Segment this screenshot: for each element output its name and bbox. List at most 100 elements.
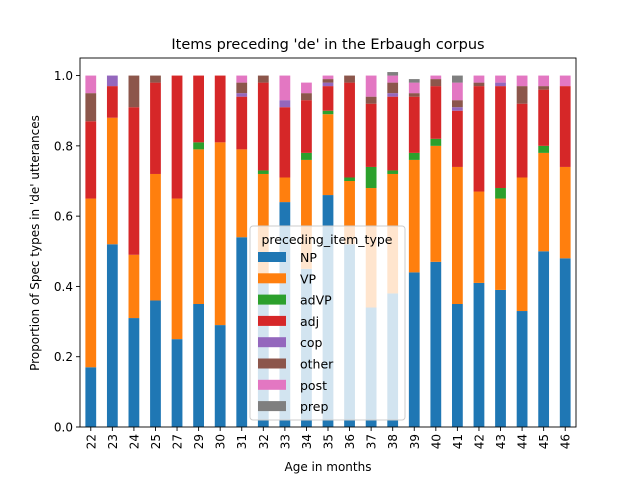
bar-segment-np-43 <box>495 289 506 427</box>
bar-segment-post-31 <box>236 75 248 83</box>
bar-segment-vp-35 <box>322 114 334 196</box>
legend-swatch-post <box>258 379 286 390</box>
bar-segment-cop-33 <box>279 100 291 108</box>
legend-label-post: post <box>300 378 327 393</box>
bar-segment-other-38 <box>387 82 399 94</box>
bar-segment-adj-32 <box>257 82 269 171</box>
bar-segment-other-31 <box>236 82 248 94</box>
y-tick-label: 0.6 <box>54 210 73 224</box>
bar-segment-vp-30 <box>214 142 226 326</box>
bar-segment-vp-25 <box>150 173 161 301</box>
bar-segment-np-39 <box>408 272 420 427</box>
legend-swatch-np <box>258 252 286 262</box>
bar-segment-post-43 <box>495 75 506 83</box>
legend-swatch-advp <box>258 294 286 305</box>
legend-items: NP VP adVP adj cop other post prep <box>258 250 334 414</box>
bar-segment-advp-37 <box>365 166 377 189</box>
bar-segment-np-44 <box>516 311 528 427</box>
bar-segment-post-40 <box>430 75 442 80</box>
x-tick-label: 35 <box>322 434 336 449</box>
bar-segment-vp-34 <box>301 159 312 269</box>
legend-label-vp: VP <box>300 271 317 286</box>
legend-swatch-other <box>258 358 286 369</box>
y-axis: 0.0 0.2 0.4 0.6 0.8 1.0 <box>54 69 80 435</box>
bar-segment-other-44 <box>516 86 528 104</box>
bar-segment-advp-29 <box>193 142 204 150</box>
bar-segment-advp-34 <box>301 152 312 160</box>
legend-label-adj: adj <box>300 314 319 329</box>
chart-title: Items preceding 'de' in the Erbaugh corp… <box>171 37 484 53</box>
bar-segment-vp-31 <box>236 149 248 238</box>
x-tick-label: 23 <box>106 434 120 449</box>
bar-segment-prep-41 <box>452 75 463 83</box>
bar-segment-vp-24 <box>128 254 140 319</box>
bar-segment-adj-24 <box>128 107 140 255</box>
legend-label-other: other <box>300 357 334 372</box>
bar-segment-np-42 <box>473 282 485 427</box>
bar-segment-adj-46 <box>559 86 571 167</box>
x-tick-label: 34 <box>300 434 314 449</box>
bar-segment-other-40 <box>430 79 442 87</box>
x-tick-label: 40 <box>429 434 443 449</box>
bar-segment-other-32 <box>257 75 269 83</box>
bar-segment-post-35 <box>322 75 334 80</box>
bar-segment-np-46 <box>559 258 571 427</box>
bar-segment-vp-36 <box>344 181 355 245</box>
bar-segment-np-29 <box>193 304 204 427</box>
bar-segment-other-37 <box>365 96 377 104</box>
bar-segment-post-46 <box>559 75 571 87</box>
bar-segment-adj-23 <box>106 86 118 118</box>
bar-segment-other-36 <box>344 75 355 83</box>
bar-segment-vp-43 <box>495 198 506 290</box>
legend-swatch-prep <box>258 401 286 412</box>
bar-segment-vp-40 <box>430 145 442 262</box>
bar-segment-vp-42 <box>473 191 485 283</box>
bar-segment-np-40 <box>430 261 442 427</box>
bar-segment-post-41 <box>452 82 463 101</box>
bar-segment-post-34 <box>301 82 312 94</box>
bar-segment-other-41 <box>452 100 463 108</box>
bar-segment-other-45 <box>538 86 550 90</box>
bar-segment-advp-32 <box>257 170 269 174</box>
bar-segment-vp-39 <box>408 159 420 273</box>
bar-segment-cop-31 <box>236 93 248 97</box>
bar-segment-np-45 <box>538 251 550 427</box>
bar-segment-cop-23 <box>106 75 118 87</box>
bar-segment-other-25 <box>150 75 161 83</box>
y-axis-title: Proportion of Spec types in 'de' utteran… <box>28 115 42 371</box>
bar-segment-vp-46 <box>559 166 571 259</box>
x-tick-label: 43 <box>494 434 508 449</box>
bar-segment-adj-37 <box>365 103 377 167</box>
bar-segment-adj-41 <box>452 110 463 167</box>
x-tick-label: 36 <box>343 434 357 449</box>
y-tick-label: 0.8 <box>54 139 73 153</box>
legend-swatch-vp <box>258 273 286 284</box>
legend-label-np: NP <box>300 250 317 265</box>
x-tick-label: 44 <box>516 434 530 449</box>
bar-segment-adj-34 <box>301 100 312 153</box>
y-tick-label: 0.4 <box>54 280 73 294</box>
bar-segment-np-41 <box>452 304 463 427</box>
x-tick-label: 41 <box>451 434 465 449</box>
bar-segment-post-45 <box>538 75 550 87</box>
bar-segment-np-25 <box>150 300 161 427</box>
bar-segment-adj-31 <box>236 96 248 150</box>
bar-segment-vp-45 <box>538 152 550 252</box>
y-tick-label: 0.2 <box>54 350 73 364</box>
bar-segment-adj-27 <box>171 75 183 199</box>
y-tick-label: 0.0 <box>54 421 73 435</box>
bar-segment-post-37 <box>365 75 377 97</box>
x-tick-label: 32 <box>257 434 271 449</box>
x-tick-label: 33 <box>278 434 292 449</box>
bar-segment-adj-35 <box>322 86 334 111</box>
bar-segment-vp-33 <box>279 177 291 203</box>
x-tick-label: 25 <box>149 434 163 449</box>
bar-segment-advp-36 <box>344 177 355 181</box>
legend-box <box>249 225 406 421</box>
bar-segment-other-24 <box>128 75 140 108</box>
bar-segment-post-44 <box>516 75 528 87</box>
x-axis-title: Age in months <box>285 460 372 474</box>
bar-segment-advp-40 <box>430 138 442 146</box>
legend-label-advp: adVP <box>300 293 332 308</box>
